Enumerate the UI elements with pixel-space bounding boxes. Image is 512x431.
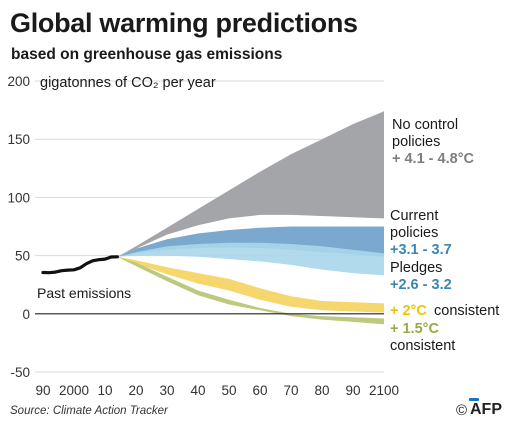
label-pledges: Pledges <box>390 260 442 276</box>
x-tick-label: 2100 <box>369 383 399 398</box>
band-no_control <box>117 111 385 257</box>
label-two_c: consistent <box>434 303 499 319</box>
y-axis-label: gigatonnes of CO₂ per year <box>40 75 216 91</box>
past-emissions-line <box>41 255 119 275</box>
x-tick-label: 40 <box>190 383 205 398</box>
chart-subtitle: based on greenhouse gas emissions <box>11 46 283 63</box>
y-tick-label: 100 <box>7 190 30 205</box>
band-pledges <box>117 242 385 276</box>
range-two_c: + 2°C <box>390 303 427 319</box>
x-tick-label: 80 <box>314 383 329 398</box>
x-tick-label: 10 <box>97 383 112 398</box>
x-tick-label: 60 <box>252 383 267 398</box>
source-note: Source: Climate Action Tracker <box>10 405 168 417</box>
label-current: policies <box>390 225 438 241</box>
range-pledges: +2.6 - 3.2 <box>390 277 452 293</box>
y-tick-label: 150 <box>7 132 30 147</box>
x-tick-label: 90 <box>345 383 360 398</box>
y-tick-label: 0 <box>22 307 30 322</box>
x-tick-label: 2000 <box>59 383 89 398</box>
label-one_five_c: consistent <box>390 338 455 354</box>
x-tick-label: 90 <box>35 383 50 398</box>
afp-logo: AFP <box>469 398 502 418</box>
x-tick-label: 30 <box>159 383 174 398</box>
y-tick-label: -50 <box>10 365 30 380</box>
x-axis-ticks: 90 2000 10 20 30 40 50 60 70 80 90 2100 <box>35 383 399 398</box>
range-no_control: + 4.1 - 4.8°C <box>392 151 474 167</box>
y-axis-ticks: -50 0 50 100 150 200 <box>7 74 30 380</box>
range-one_five_c: + 1.5°C <box>390 321 439 337</box>
x-tick-label: 20 <box>128 383 143 398</box>
past-emissions-series <box>41 255 119 275</box>
chart-title: Global warming predictions <box>10 8 358 38</box>
x-tick-label: 50 <box>221 383 236 398</box>
band-two_c <box>117 256 385 313</box>
band-one_five_c <box>117 256 385 325</box>
range-current: +3.1 - 3.7 <box>390 242 452 258</box>
x-tick-label: 70 <box>283 383 298 398</box>
y-tick-label: 200 <box>7 74 30 89</box>
scenario-bands <box>117 111 385 325</box>
label-no_control: No control <box>392 117 458 133</box>
afp-credit: © AFP <box>455 398 502 419</box>
copyright-icon: © <box>455 401 467 419</box>
label-no_control: policies <box>392 134 440 150</box>
y-tick-label: 50 <box>15 249 30 264</box>
past-emissions-label: Past emissions <box>37 285 131 301</box>
label-current: Current <box>390 208 438 224</box>
